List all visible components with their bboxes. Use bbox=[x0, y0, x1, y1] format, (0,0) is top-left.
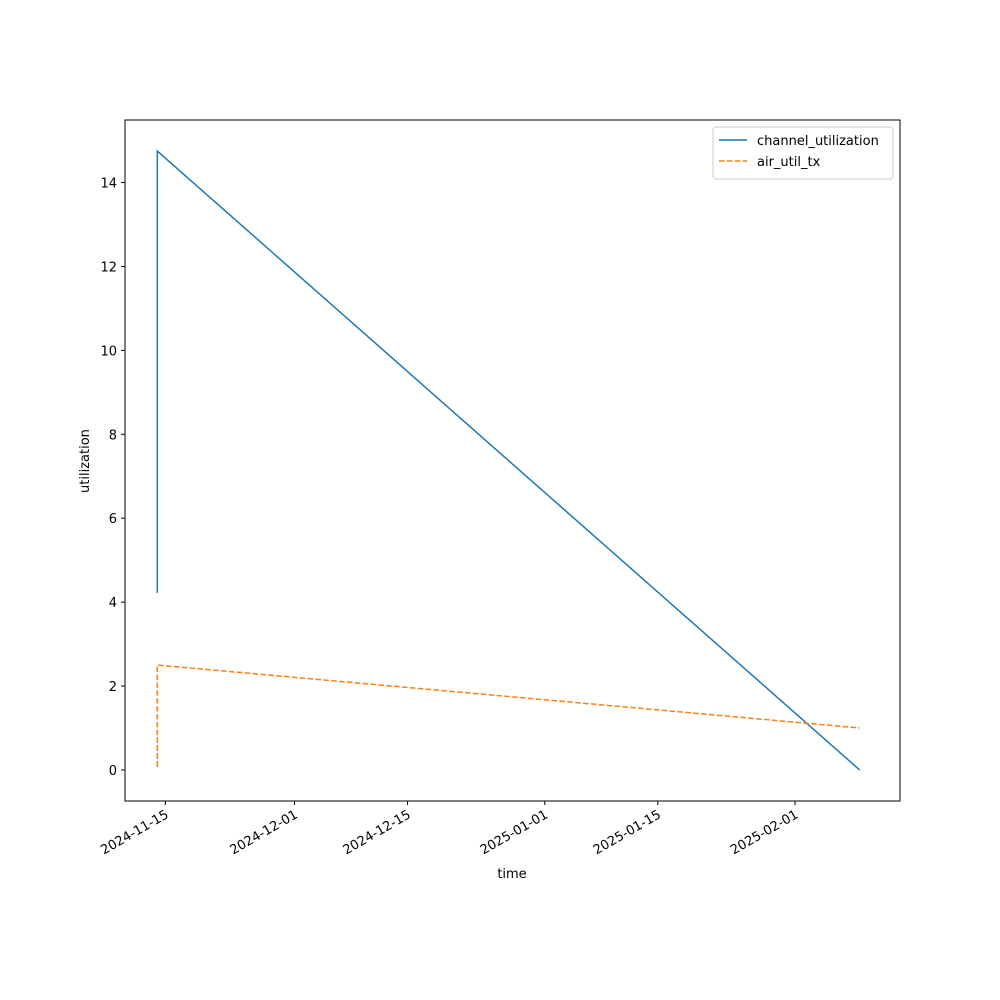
legend-label: channel_utilization bbox=[757, 134, 879, 149]
y-tick-label: 0 bbox=[109, 764, 117, 779]
series-line bbox=[156, 664, 860, 768]
x-axis-label: time bbox=[497, 867, 526, 882]
y-axis-label: utilization bbox=[78, 429, 93, 493]
y-tick-label: 12 bbox=[100, 260, 117, 275]
y-tick-label: 4 bbox=[109, 596, 117, 611]
legend-box bbox=[712, 126, 894, 180]
legend-label: air_util_tx bbox=[757, 155, 821, 170]
plot-frame bbox=[124, 119, 901, 802]
y-tick-label: 10 bbox=[100, 344, 117, 359]
y-tick-label: 8 bbox=[109, 428, 117, 443]
y-tick-label: 2 bbox=[109, 680, 117, 695]
y-tick-label: 6 bbox=[109, 512, 117, 527]
y-tick-label: 14 bbox=[100, 177, 117, 192]
legend: channel_utilization air_util_tx bbox=[712, 126, 894, 180]
series-line bbox=[156, 149, 861, 771]
